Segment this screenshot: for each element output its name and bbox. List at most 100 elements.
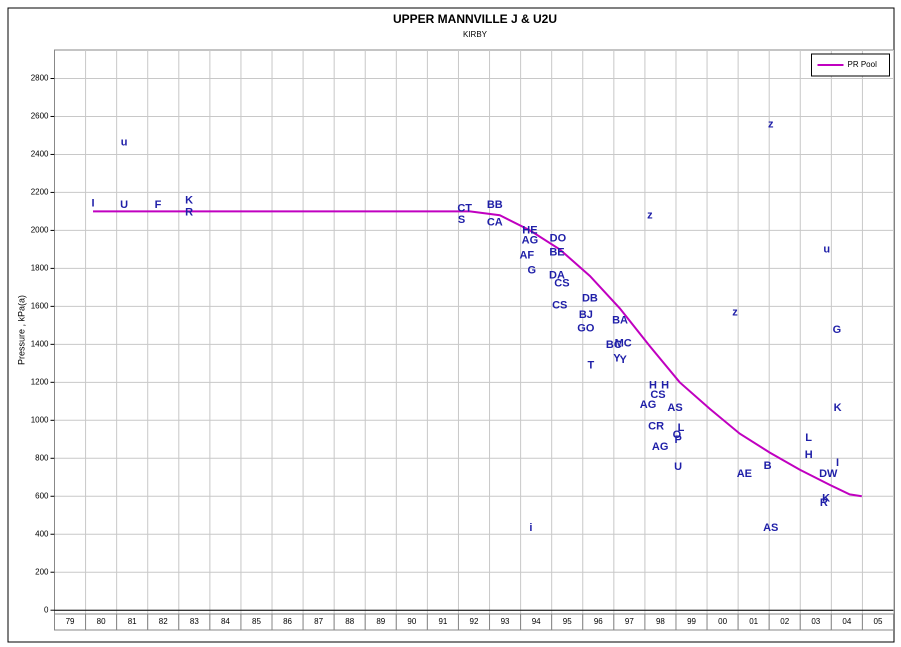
data-point-label: R (820, 497, 828, 509)
data-point-label: CS (552, 299, 567, 311)
data-point-label: BJ (579, 309, 593, 321)
data-point-label: T (587, 359, 594, 371)
data-point-label: u (121, 136, 128, 148)
x-label-cell (861, 613, 894, 631)
x-tick-label: 80 (97, 617, 106, 626)
y-tick-label: 2800 (31, 74, 49, 83)
data-point-label: DO (550, 232, 567, 244)
y-tick-label: 2000 (31, 226, 49, 235)
x-tick-label: 91 (438, 617, 447, 626)
x-tick-label: 94 (532, 617, 541, 626)
y-tick-label: 1000 (31, 415, 49, 424)
y-axis-label: Pressure , kPa(a) (16, 295, 26, 365)
y-tick-label: 1800 (31, 263, 49, 272)
chart-title: UPPER MANNVILLE J & U2U (393, 12, 557, 26)
data-point-label: z (732, 306, 738, 318)
data-point-label: I (92, 197, 95, 209)
data-point-label: B (764, 460, 772, 472)
plot-area (54, 49, 894, 615)
data-point-label: S (458, 214, 465, 226)
x-tick-label: 86 (283, 617, 292, 626)
data-point-label: R (185, 206, 193, 218)
data-point-label: H (649, 379, 657, 391)
data-point-label: H (805, 449, 813, 461)
data-point-label: AG (522, 234, 539, 246)
data-point-label: K (822, 492, 830, 504)
data-point-label: AG (652, 441, 669, 453)
data-point-label: GO (577, 322, 595, 334)
chart-subtitle: KIRBY (463, 30, 488, 39)
data-point-label: i (529, 522, 532, 534)
y-tick-label: 2400 (31, 150, 49, 159)
data-point-label: U (674, 461, 682, 473)
data-point-label: H (661, 379, 669, 391)
data-point-label: BE (549, 246, 564, 258)
data-point-label: z (768, 118, 774, 130)
data-point-label: CA (487, 216, 503, 228)
x-tick-label: 97 (625, 617, 634, 626)
y-tick-label: 200 (35, 567, 49, 576)
x-tick-label: 82 (159, 617, 168, 626)
data-point-label: BA (612, 314, 628, 326)
data-point-label: DB (582, 292, 598, 304)
x-tick-label: 96 (594, 617, 603, 626)
x-tick-label: 00 (718, 617, 727, 626)
data-point-label: CS (650, 389, 665, 401)
data-point-label: G (528, 264, 537, 276)
data-point-label: DA (549, 269, 565, 281)
x-tick-label: 79 (66, 617, 75, 626)
data-point-label: F (155, 199, 162, 211)
x-tick-label: 03 (811, 617, 820, 626)
data-point-label: L (805, 432, 812, 444)
data-point-label: AG (640, 399, 657, 411)
y-tick-label: 400 (35, 529, 49, 538)
x-tick-label: 99 (687, 617, 696, 626)
data-point-label: AE (737, 468, 752, 480)
pool-pressure-line (93, 210, 862, 498)
data-point-label: G (833, 324, 842, 336)
x-tick-label: 05 (874, 617, 883, 626)
x-tick-label: 98 (656, 617, 665, 626)
data-point-label: HE (522, 224, 537, 236)
data-point-label: CT (457, 202, 472, 214)
y-tick-label: 1400 (31, 339, 49, 348)
data-point-label: AS (763, 522, 778, 534)
x-tick-label: 89 (376, 617, 385, 626)
data-point-label: AS (667, 402, 682, 414)
data-point-label: P (674, 434, 681, 446)
x-tick-label: 84 (221, 617, 230, 626)
x-tick-label: 93 (501, 617, 510, 626)
y-tick-label: 1600 (31, 301, 49, 310)
data-point-label: U (120, 199, 128, 211)
x-tick-label: 81 (128, 617, 137, 626)
y-tick-label: 600 (35, 491, 49, 500)
data-point-label: L (678, 422, 685, 434)
y-tick-label: 1200 (31, 377, 49, 386)
data-point-label: AF (519, 249, 534, 261)
data-point-label: Y (619, 354, 627, 366)
x-tick-label: 02 (780, 617, 789, 626)
data-point-label: K (185, 194, 193, 206)
x-tick-label: 04 (842, 617, 851, 626)
data-point-label: CR (648, 420, 664, 432)
data-point-label: O (673, 429, 682, 441)
x-tick-label: 85 (252, 617, 261, 626)
x-tick-label: 83 (190, 617, 199, 626)
legend-label: PR Pool (848, 60, 878, 69)
x-tick-label: 87 (314, 617, 323, 626)
x-tick-label: 01 (749, 617, 758, 626)
y-tick-label: 800 (35, 453, 49, 462)
y-tick-label: 2200 (31, 188, 49, 197)
y-tick-label: 0 (44, 605, 49, 614)
data-point-label: Y (613, 352, 621, 364)
data-point-label: z (647, 209, 653, 221)
data-point-label: CS (554, 277, 569, 289)
x-tick-label: 88 (345, 617, 354, 626)
data-point-label: u (823, 243, 830, 255)
x-tick-label: 95 (563, 617, 572, 626)
x-tick-label: 90 (407, 617, 416, 626)
y-tick-label: 2600 (31, 112, 49, 121)
data-point-label: MC (615, 337, 632, 349)
legend-box (811, 53, 890, 77)
